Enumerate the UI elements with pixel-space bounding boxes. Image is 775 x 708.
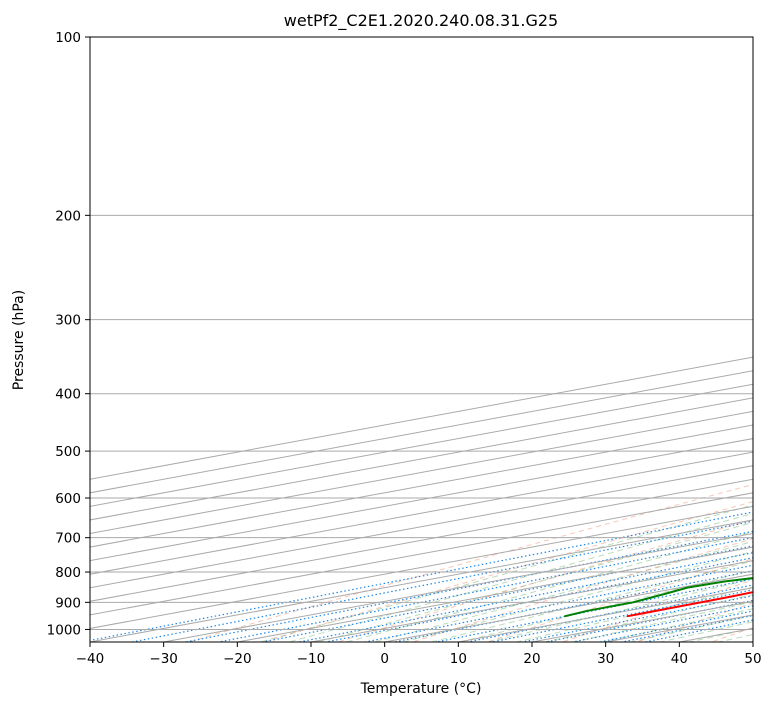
x-tick-label: 10 [450, 651, 467, 667]
isotherm-line [90, 492, 753, 616]
chart-title: wetPf2_C2E1.2020.240.08.31.G25 [284, 11, 558, 31]
y-axis-label: Pressure (hPa) [11, 290, 27, 390]
y-tick-label: 1000 [47, 622, 81, 638]
isotherm-line [163, 532, 753, 642]
isotherm-line [310, 560, 753, 642]
x-tick-label: −30 [149, 651, 178, 667]
grid [90, 37, 753, 642]
x-tick-label: 30 [597, 651, 614, 667]
moist-adiabat [315, 521, 753, 642]
mixing-ratio-line [182, 530, 753, 642]
y-tick-label: 800 [55, 565, 81, 581]
x-tick-label: 0 [380, 651, 389, 667]
x-tick-label: 20 [523, 651, 540, 667]
x-tick-label: 50 [744, 651, 761, 667]
y-tick-label: 300 [55, 313, 81, 329]
y-tick-label: 100 [55, 30, 81, 46]
mixing-ratio-lines [90, 511, 753, 642]
x-tick-label: −10 [297, 651, 326, 667]
y-axis-ticks: 100 200 300 400 500 600 700 800 900 1000 [47, 30, 90, 638]
mixing-ratio-line [322, 557, 753, 642]
sounding-series [564, 577, 753, 618]
isotherm-line [605, 614, 753, 642]
dry-adiabat [186, 483, 753, 642]
plot-area: 0.10.20.40.611.52346810131620253036-100-… [90, 37, 753, 642]
dewpoint-profile-line [564, 577, 753, 618]
isotherm-line [90, 505, 753, 629]
mixing-ratio-line [519, 595, 753, 642]
x-axis-ticks: −40 −30 −20 −10 0 10 20 30 40 50 [76, 642, 762, 667]
isotherm-line [90, 465, 753, 589]
x-tick-label: −20 [223, 651, 252, 667]
isotherm-line [90, 424, 753, 548]
moist-adiabats [258, 504, 753, 642]
dry-adiabat [710, 626, 753, 642]
x-tick-label: 40 [671, 651, 688, 667]
isotherm-line [90, 438, 753, 562]
mixing-ratio-line [128, 520, 753, 642]
y-tick-label: 900 [55, 595, 81, 611]
y-tick-label: 400 [55, 387, 81, 403]
mixing-ratio-line [569, 605, 753, 642]
mixing-ratio-line [90, 511, 753, 641]
isotherm-line [752, 641, 753, 642]
moist-adiabat [400, 550, 753, 642]
moist-adiabat [258, 504, 753, 642]
dry-adiabat [485, 558, 753, 642]
mixing-ratio-line [619, 614, 753, 642]
x-axis-label: Temperature (°C) [360, 681, 482, 697]
moist-adiabat [657, 621, 753, 642]
y-tick-label: 700 [55, 531, 81, 547]
isotherm-line [679, 627, 753, 642]
dry-adiabat [261, 501, 753, 642]
moist-adiabat [686, 627, 753, 642]
dry-adiabats [186, 483, 753, 642]
moist-adiabat [485, 578, 753, 642]
y-tick-label: 500 [55, 444, 81, 460]
moist-adiabat [542, 594, 753, 642]
isotherm-line [237, 546, 753, 642]
x-tick-label: −40 [76, 651, 105, 667]
isotherm-line [90, 519, 753, 642]
plot-frame [89, 36, 754, 643]
moist-adiabat [372, 540, 753, 642]
y-tick-label: 200 [55, 208, 81, 224]
mixing-ratio-line [215, 536, 753, 642]
isotherm-line [90, 451, 753, 575]
y-tick-label: 600 [55, 491, 81, 507]
isotherm-line [90, 478, 753, 602]
